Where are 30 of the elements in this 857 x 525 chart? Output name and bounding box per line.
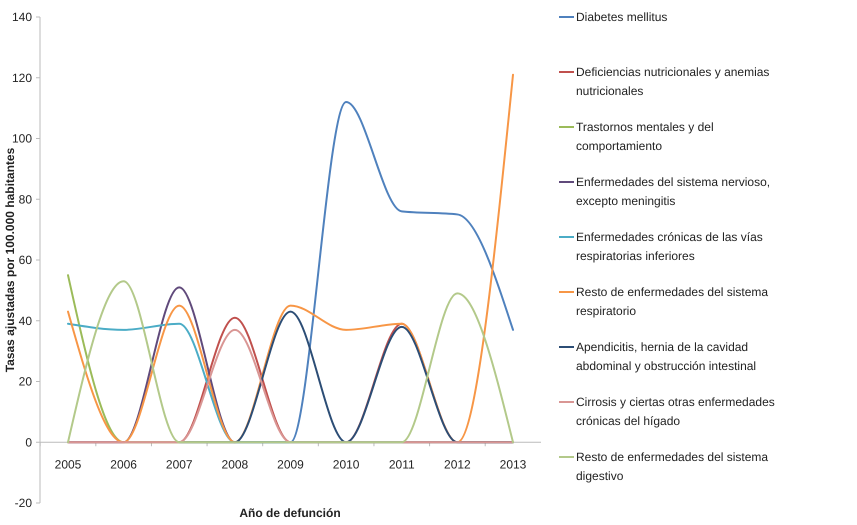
x-tick-label: 2012 bbox=[444, 457, 472, 472]
y-axis-title: Tasas ajustadas por 100.000 habitantes bbox=[3, 147, 17, 372]
x-tick-label: 2013 bbox=[500, 457, 527, 472]
x-tick-label: 2010 bbox=[332, 457, 360, 472]
y-tick-label: 0 bbox=[25, 435, 32, 450]
legend-label: Resto de enfermedades del sistema digestivo bbox=[576, 450, 768, 484]
line-series bbox=[67, 74, 514, 444]
x-tick-label: 2005 bbox=[54, 457, 82, 472]
legend-label: Deficiencias nutricionales y anemias nutricionales bbox=[576, 65, 770, 98]
legend-label: Resto de enfermedades del sistema respiratorio bbox=[576, 285, 768, 318]
x-tick-label: 2007 bbox=[166, 457, 193, 472]
x-axis-title: Año de defunción bbox=[239, 506, 341, 520]
y-tick-label: 140 bbox=[12, 10, 32, 24]
y-tick-label: 60 bbox=[18, 253, 32, 268]
x-tick-label: 2009 bbox=[277, 457, 304, 472]
y-tick-label: 20 bbox=[18, 374, 32, 389]
x-tick-label: 2011 bbox=[388, 457, 415, 472]
legend-label: Enfermedades del sistema nervioso, excepto meningitis bbox=[576, 175, 770, 208]
legend-label: Enfermedades crónicas de las vías respiratorias inferiores bbox=[576, 230, 763, 264]
y-tick-label: 40 bbox=[18, 314, 32, 328]
legend-label: Cirrosis y ciertas otras enfermedades crónicas del hígado bbox=[576, 395, 775, 428]
legend-label: Diabetes mellitus bbox=[576, 10, 668, 24]
legend-label: Apendicitis, hernia de la cavidad abdominal y obstrucción intestinal bbox=[576, 340, 756, 374]
legend-label: Trastornos mentales y del comportamiento bbox=[576, 120, 714, 154]
y-tick-label: -20 bbox=[14, 496, 32, 510]
x-tick-label: 2008 bbox=[222, 457, 249, 472]
x-tick-label: 2006 bbox=[110, 457, 138, 472]
y-tick-label: 80 bbox=[18, 192, 32, 206]
y-tick-label: 120 bbox=[12, 70, 32, 85]
y-tick-label: 100 bbox=[12, 132, 32, 146]
